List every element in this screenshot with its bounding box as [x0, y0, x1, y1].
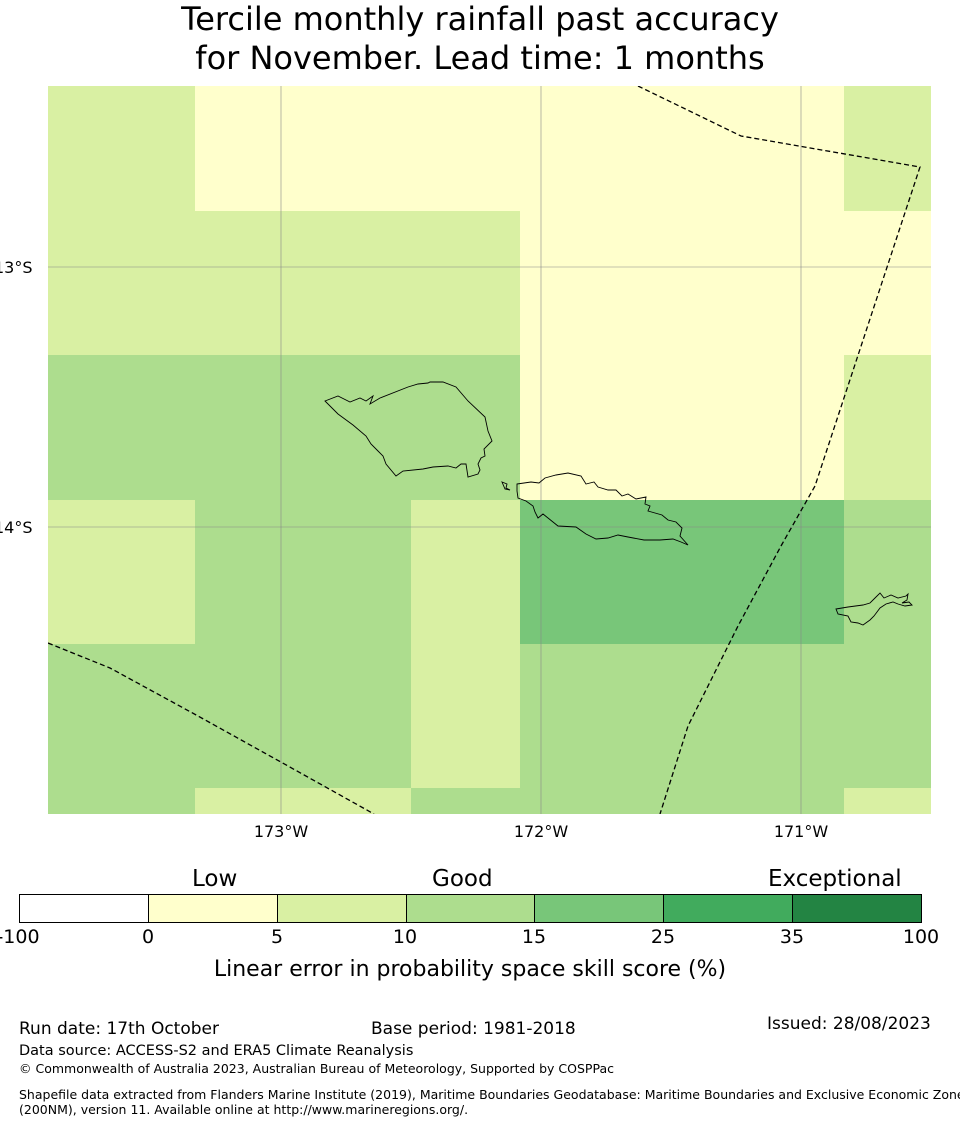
- skill-grid-cell: [411, 500, 521, 645]
- colorbar-tick: 15: [521, 926, 547, 948]
- skill-grid-cell: [844, 644, 931, 789]
- skill-grid-cell: [411, 355, 521, 501]
- colorbar-tick: 10: [392, 926, 418, 948]
- skill-grid-cell: [195, 500, 305, 645]
- skill-grid-cell: [48, 211, 196, 356]
- colorbar-tick: 0: [141, 926, 155, 948]
- skill-grid-cell: [411, 86, 521, 212]
- run-date: Run date: 17th October: [19, 1019, 219, 1039]
- skill-grid-cell: [628, 500, 738, 645]
- lat-label-13s: 13°S: [0, 258, 33, 277]
- colorbar-tick: 100: [902, 926, 940, 948]
- colorbar-tick: 35: [779, 926, 805, 948]
- skill-grid-cell: [844, 500, 931, 645]
- colorbar-bin-35-100: [793, 895, 922, 922]
- skill-grid-cell: [628, 788, 738, 814]
- skill-grid-cell: [736, 788, 846, 814]
- skill-grid-cell: [519, 355, 629, 501]
- map-overlay: [48, 86, 931, 814]
- chart-title: Tercile monthly rainfall past accuracy f…: [0, 0, 960, 78]
- colorbar-label: Linear error in probability space skill …: [213, 957, 727, 982]
- colorbar-bin-15-25: [535, 895, 665, 922]
- colorbar-bin-0-5: [148, 895, 278, 922]
- savaii-coastline: [324, 381, 493, 478]
- skill-grid-cell: [303, 788, 413, 814]
- skill-grid-cell: [628, 86, 738, 212]
- skill-grid-cell: [519, 500, 629, 645]
- skill-grid-cell: [48, 500, 196, 645]
- skill-grid-cell: [303, 500, 413, 645]
- coastlines: [324, 381, 913, 626]
- skill-grid-cell: [411, 788, 521, 814]
- eez-boundary-southwest: [48, 642, 375, 814]
- skill-grid-cell: [303, 211, 413, 356]
- skill-grid-cell: [195, 355, 305, 501]
- skill-grid-cell: [519, 86, 629, 212]
- manono-coastline: [501, 481, 511, 491]
- skill-grid-cell: [628, 355, 738, 501]
- skill-grid-cell: [628, 644, 738, 789]
- skill-grid-cell: [519, 644, 629, 789]
- skill-grid-cell: [48, 644, 196, 789]
- colorbar-category-good: Good: [432, 866, 493, 892]
- colorbar-tick: 5: [270, 926, 284, 948]
- colorbar-bin-5-10: [277, 895, 407, 922]
- graticule: [48, 86, 931, 814]
- skill-grid-cell: [844, 355, 931, 501]
- skill-grid-cell: [48, 355, 196, 501]
- lon-label-172w: 172°W: [513, 822, 569, 841]
- skill-grid-cell: [844, 788, 931, 814]
- colorbar-tick: 25: [650, 926, 676, 948]
- colorbar-bin-10-15: [406, 895, 536, 922]
- eez-boundary-north: [637, 86, 921, 814]
- skill-grid-cell: [736, 211, 846, 356]
- colorbar-bin-25-35: [664, 895, 794, 922]
- skill-grid-cell: [195, 211, 305, 356]
- skill-grid-cell: [303, 355, 413, 501]
- skill-grid-cell: [736, 86, 846, 212]
- skill-grid-cell: [195, 86, 305, 212]
- skill-grid-cell: [411, 644, 521, 789]
- issued-date: Issued: 28/08/2023: [767, 1014, 931, 1034]
- skill-grid-cell: [195, 788, 305, 814]
- skill-grid-cell: [844, 86, 931, 212]
- lon-label-171w: 171°W: [773, 822, 829, 841]
- skill-grid-cell: [844, 211, 931, 356]
- skill-grid-cell: [303, 644, 413, 789]
- upolu-coastline: [516, 472, 689, 546]
- colorbar-category-exceptional: Exceptional: [768, 866, 902, 892]
- copyright: © Commonwealth of Australia 2023, Austra…: [19, 1061, 614, 1076]
- data-source: Data source: ACCESS-S2 and ERA5 Climate …: [19, 1043, 414, 1059]
- colorbar-bin-neg100-0: [20, 895, 149, 922]
- title-line-2: for November. Lead time: 1 months: [195, 39, 765, 77]
- skill-grid-cell: [48, 86, 196, 212]
- skill-grid-cell: [736, 355, 846, 501]
- base-period: Base period: 1981-2018: [371, 1019, 576, 1039]
- colorbar-category-low: Low: [192, 866, 238, 892]
- colorbar-tick: -100: [0, 926, 40, 948]
- tutuila-coastline: [835, 592, 913, 626]
- lat-label-14s: 14°S: [0, 518, 33, 537]
- shapefile-credit-line-2: (200NM), version 11. Available online at…: [19, 1102, 469, 1117]
- skill-grid-cell: [303, 86, 413, 212]
- eez-boundaries: [48, 86, 921, 814]
- skill-grid-cell: [519, 211, 629, 356]
- skill-grid-cell: [628, 211, 738, 356]
- skill-grid-cell: [411, 211, 521, 356]
- skill-grid-cell: [736, 644, 846, 789]
- shapefile-credit-line-1: Shapefile data extracted from Flanders M…: [19, 1087, 960, 1102]
- skill-grid-cell: [736, 500, 846, 645]
- lon-label-173w: 173°W: [253, 822, 309, 841]
- skill-map: [48, 86, 931, 814]
- skill-grid-cell: [519, 788, 629, 814]
- colorbar: [19, 894, 922, 923]
- skill-grid-cell: [48, 788, 196, 814]
- title-line-1: Tercile monthly rainfall past accuracy: [181, 0, 779, 38]
